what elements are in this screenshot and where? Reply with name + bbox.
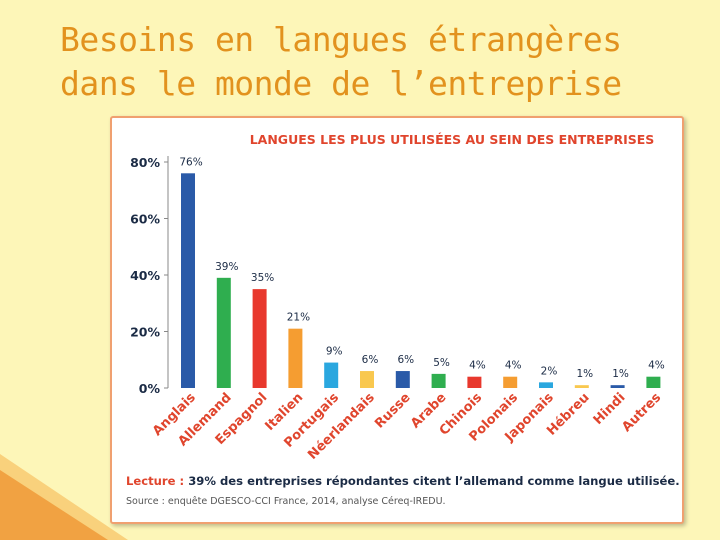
- slide-title: Besoins en langues étrangères dans le mo…: [60, 18, 700, 106]
- bar-néerlandais: [360, 371, 374, 388]
- value-label: 76%: [179, 156, 202, 168]
- bar-japonais: [539, 382, 553, 388]
- y-tick-label: 0%: [139, 381, 161, 396]
- y-tick-label: 80%: [130, 155, 160, 170]
- value-label: 4%: [469, 360, 486, 372]
- bar-autres: [646, 376, 661, 388]
- value-label: 21%: [287, 312, 310, 324]
- value-label: 39%: [215, 261, 238, 273]
- value-label: 4%: [648, 360, 665, 372]
- bar-hébreu: [574, 385, 589, 388]
- value-label: 1%: [576, 368, 593, 380]
- bar-chinois: [467, 376, 482, 388]
- bar-chart: LANGUES LES PLUS UTILISÉES AU SEIN DES E…: [130, 132, 665, 463]
- bar-allemand: [216, 277, 231, 388]
- value-label: 35%: [251, 272, 274, 284]
- y-axis: 0% 20% 40% 60% 80%: [130, 155, 169, 396]
- y-tick-label: 40%: [130, 268, 160, 283]
- bar-espagnol: [252, 289, 267, 388]
- slide-title-line-1: Besoins en langues étrangères: [60, 20, 622, 59]
- chart-panel: LANGUES LES PLUS UTILISÉES AU SEIN DES E…: [110, 116, 684, 524]
- bars: [181, 173, 661, 388]
- bar-arabe: [431, 373, 446, 388]
- bar-russe: [395, 371, 410, 388]
- y-tick-label: 60%: [130, 212, 160, 227]
- slide-title-line-2: dans le monde de l’entreprise: [60, 64, 622, 103]
- category-label: Autres: [619, 390, 664, 435]
- lecture-label: Lecture :: [126, 474, 185, 488]
- value-labels: 76% 39% 35% 21% 9% 6% 6% 5% 4% 4% 2% 1% 1% 4%: [179, 156, 664, 380]
- bar-italien: [288, 328, 303, 388]
- bar-hindi: [610, 385, 625, 388]
- lecture-note: Lecture : 39% des entreprises répondante…: [126, 474, 680, 488]
- y-tick-label: 20%: [130, 325, 160, 340]
- chart-title: LANGUES LES PLUS UTILISÉES AU SEIN DES E…: [250, 132, 655, 147]
- value-label: 1%: [612, 368, 629, 380]
- category-label: Russe: [372, 390, 414, 432]
- value-label: 5%: [433, 357, 450, 369]
- bar-polonais: [503, 376, 518, 388]
- bar-portugais: [324, 362, 339, 388]
- value-label: 2%: [541, 365, 558, 377]
- bar-anglais: [181, 173, 195, 388]
- corner-decoration: [0, 454, 128, 540]
- lecture-text: 39% des entreprises répondantes citent l…: [184, 474, 680, 488]
- value-label: 6%: [362, 354, 379, 366]
- value-label: 9%: [326, 346, 343, 358]
- value-label: 6%: [397, 354, 414, 366]
- value-label: 4%: [505, 360, 522, 372]
- source-note: Source : enquête DGESCO-CCI France, 2014…: [126, 496, 446, 507]
- x-axis-labels: AnglaisAllemandEspagnolItalienPortugaisN…: [150, 390, 664, 463]
